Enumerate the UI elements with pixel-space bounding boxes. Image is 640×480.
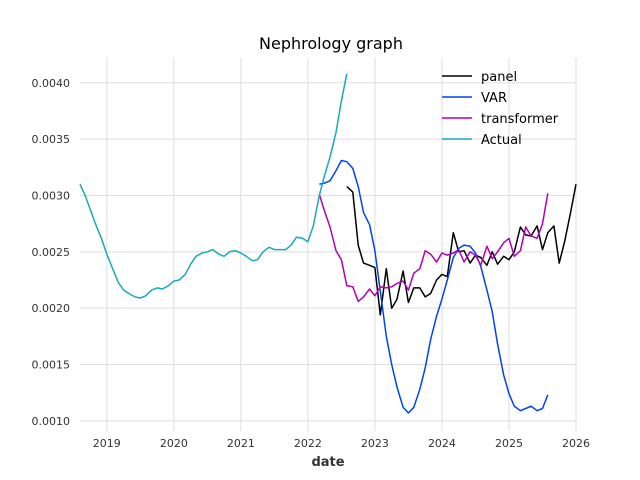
x-tick-label: 2022 — [294, 437, 322, 450]
x-tick-label: 2019 — [93, 437, 121, 450]
y-tick-label: 0.0035 — [32, 133, 71, 146]
series-layer — [79, 73, 577, 414]
y-tick-label: 0.0040 — [32, 77, 71, 90]
legend-label: VAR — [481, 91, 507, 106]
x-tick-label: 2021 — [227, 437, 255, 450]
legend-label: transformer — [481, 112, 559, 127]
legend: panel VAR transformer Actual — [442, 70, 559, 148]
x-tick-label: 2025 — [495, 437, 523, 450]
x-tick-label: 2026 — [562, 437, 590, 450]
chart-title: Nephrology graph — [259, 34, 403, 53]
y-tick-label: 0.0015 — [32, 359, 71, 372]
y-tick-label: 0.0025 — [32, 246, 71, 259]
x-tick-labels: 2019 2020 2021 2022 2023 2024 2025 2026 — [93, 437, 590, 450]
legend-label: panel — [481, 70, 517, 85]
series-line-transformer — [318, 193, 549, 303]
series-line-actual — [79, 73, 348, 299]
y-tick-label: 0.0030 — [32, 189, 71, 202]
x-tick-label: 2020 — [160, 437, 188, 450]
y-tick-labels: 0.0010 0.0015 0.0020 0.0025 0.0030 0.0035 0.00… — [32, 77, 71, 428]
x-axis-label: date — [311, 455, 344, 470]
y-tick-label: 0.0020 — [32, 302, 71, 315]
x-tick-label: 2023 — [361, 437, 389, 450]
y-tick-label: 0.0010 — [32, 415, 71, 428]
series-line-panel — [346, 184, 577, 316]
grid — [80, 58, 577, 431]
x-tick-label: 2024 — [428, 437, 456, 450]
series-line-var — [319, 159, 549, 414]
legend-label: Actual — [481, 133, 522, 148]
